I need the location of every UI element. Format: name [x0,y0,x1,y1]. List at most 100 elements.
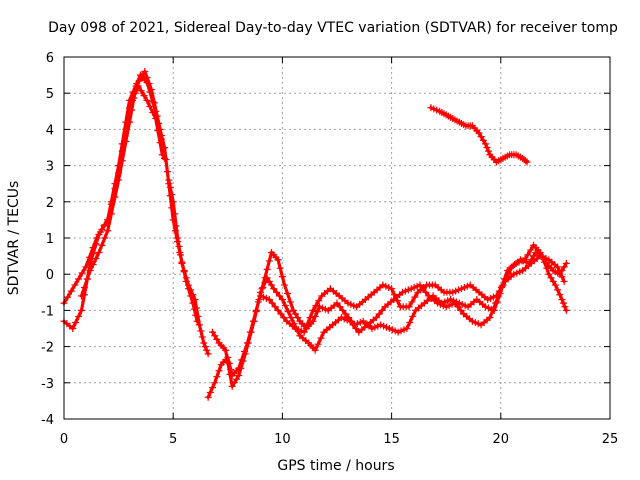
data-point [140,92,148,100]
data-point [352,325,360,332]
y-tick-label: -2 [41,341,54,356]
data-point [489,306,497,314]
data-point [261,279,269,287]
data-point [312,302,320,310]
y-tick-label: 6 [46,51,54,66]
data-point [317,334,325,342]
data-point [182,274,190,282]
data-point [203,346,211,354]
chart-title: Day 098 of 2021, Sidereal Day-to-day VTE… [48,20,618,36]
series-line-track-c [79,69,167,298]
y-tick-label: 4 [46,123,54,138]
data-point [235,372,243,380]
data-point [265,257,273,265]
data-point [551,281,559,289]
data-point [372,314,380,322]
data-point [278,273,286,281]
data-point [107,210,115,218]
data-point [83,275,91,283]
y-tick-label: 1 [46,232,54,247]
data-point [166,183,174,191]
y-tick-label: -4 [41,413,54,428]
data-point [191,296,199,304]
data-point [530,252,538,260]
data-point [213,373,221,381]
data-point [184,281,192,289]
y-tick-label: 5 [46,87,54,102]
data-point [80,283,88,291]
data-point [475,129,483,137]
data-point [405,303,413,311]
data-point [558,296,566,304]
data-point [233,375,241,383]
data-point [486,314,494,322]
data-point [287,314,295,322]
data-traces [60,67,570,401]
series-track-b [60,82,166,332]
data-point [561,303,569,311]
data-point [145,80,153,88]
data-point [86,267,94,275]
x-tick-label: 20 [493,432,510,447]
data-point [492,292,500,300]
series-line-track-d [167,178,210,356]
data-point [527,246,535,254]
data-point [522,157,530,165]
data-point [95,248,103,256]
data-point [393,297,401,305]
data-point [89,250,97,258]
data-point [408,298,416,306]
data-point [111,193,119,201]
series-track-e [204,248,570,401]
data-point [562,259,570,267]
data-point [160,154,168,162]
data-point [422,288,430,296]
data-point [146,102,154,110]
data-point [289,306,297,314]
data-point [206,388,214,396]
data-point [313,308,321,316]
data-point [153,112,161,120]
data-point [273,288,281,296]
data-point [192,304,200,312]
data-point [75,312,83,320]
data-point [547,274,555,282]
data-point [204,350,212,358]
data-point [178,259,186,267]
data-point [259,283,267,291]
data-point [303,321,311,329]
data-point [71,281,79,289]
data-point [267,281,275,289]
data-point [204,393,212,401]
data-point [311,312,319,320]
data-point [197,327,205,335]
data-point [283,290,291,298]
data-point [482,140,490,148]
data-point [409,312,417,320]
data-point [104,227,112,235]
data-point [349,321,357,329]
data-point [89,261,97,269]
data-point [554,286,562,294]
data-point [391,291,399,299]
y-tick-label: 2 [46,196,54,211]
data-point [247,328,255,336]
data-point [554,263,562,271]
data-point [495,287,503,295]
data-point [336,303,344,311]
data-point [130,94,138,102]
data-point [479,136,487,144]
data-point [143,96,151,104]
data-point [195,321,203,329]
series-track-h [427,104,531,166]
data-point [215,367,223,375]
data-point [92,255,100,263]
data-point [521,256,529,264]
data-point [403,325,411,332]
data-point [230,379,238,387]
data-point [77,292,85,300]
data-point [174,234,182,242]
grid [64,57,610,419]
data-point [67,287,75,295]
